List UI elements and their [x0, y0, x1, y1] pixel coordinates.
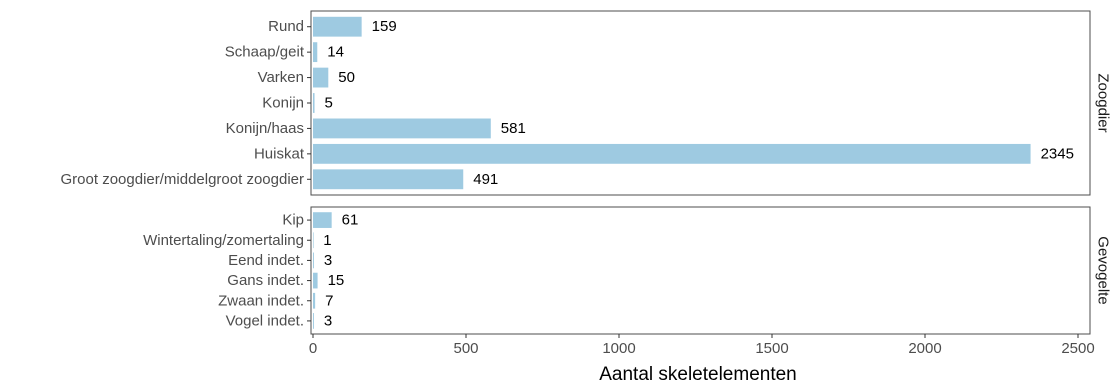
x-tick-label: 2500 [1061, 340, 1094, 357]
data-label: 491 [473, 171, 498, 188]
bar-rund [313, 16, 362, 37]
category-label: Schaap/geit [225, 44, 305, 61]
category-label: Rund [268, 18, 304, 35]
facet-strip-background [1092, 207, 1114, 334]
panel-border [310, 10, 1091, 196]
data-label: 3 [324, 312, 332, 329]
panel-border [310, 206, 1091, 335]
data-label: 3 [324, 252, 332, 269]
data-label: 159 [372, 18, 397, 35]
data-label: 50 [338, 69, 355, 86]
category-label: Groot zoogdier/middelgroot zoogdier [61, 171, 304, 188]
facet-strip: Zoogdier [1092, 11, 1114, 195]
data-label: 1 [323, 232, 331, 249]
data-label: 15 [328, 272, 345, 289]
panel-zoogdier: Zoogdier Rund 159 Schaap/geit 14 Varken 50 Koni… [61, 10, 1114, 196]
bar-kip [313, 212, 332, 228]
category-label: Vogel indet. [226, 312, 304, 329]
category-label: Varken [258, 69, 304, 86]
facet-label: Gevogelte [1095, 236, 1112, 304]
bar-groot-zoogdier-middelgroot-zoogdier [313, 169, 464, 190]
x-tick-label: 1000 [602, 340, 635, 357]
bar-varken [313, 67, 329, 88]
category-label: Kip [282, 212, 304, 229]
data-label: 14 [327, 44, 344, 61]
panels-layer: Zoogdier Rund 159 Schaap/geit 14 Varken 50 Koni… [61, 10, 1114, 335]
bar-zwaan-indet [313, 292, 316, 309]
category-label: Konijn [262, 95, 304, 112]
facet-strip: Gevogelte [1092, 207, 1114, 334]
category-label: Wintertaling/zomertaling [143, 232, 304, 249]
category-label: Zwaan indet. [218, 292, 304, 309]
bar-eend-indet [313, 252, 314, 269]
bar-huiskat [313, 143, 1031, 164]
x-tick-label: 2000 [908, 340, 941, 357]
x-tick-label: 1500 [755, 340, 788, 357]
panel-gevogelte: Gevogelte Kip 61 Wintertaling/zomertaling 1 E… [143, 206, 1114, 335]
bar-vogel-indet [313, 313, 314, 329]
category-label: Gans indet. [227, 272, 304, 289]
data-label: 581 [501, 120, 526, 137]
data-label: 2345 [1041, 145, 1074, 162]
bar-gans-indet [313, 272, 318, 289]
x-tick-label: 0 [309, 340, 317, 357]
category-label: Eend indet. [228, 252, 304, 269]
x-axis-title: Aantal skeletelementen [599, 364, 797, 385]
bar-wintertaling-zomertaling [313, 232, 314, 249]
category-label: Huiskat [254, 145, 305, 162]
bar-schaap-geit [313, 42, 318, 63]
bar-konijn [313, 93, 315, 113]
facet-strip-background [1092, 11, 1114, 195]
x-axis: 0 500 1000 1500 2000 2500 [309, 334, 1095, 357]
bar-konijn-haas [313, 118, 491, 139]
x-tick-label: 500 [453, 340, 478, 357]
data-label: 5 [325, 95, 333, 112]
data-label: 7 [325, 292, 333, 309]
facet-label: Zoogdier [1095, 73, 1112, 132]
data-label: 61 [342, 212, 359, 229]
category-label: Konijn/haas [226, 120, 304, 137]
